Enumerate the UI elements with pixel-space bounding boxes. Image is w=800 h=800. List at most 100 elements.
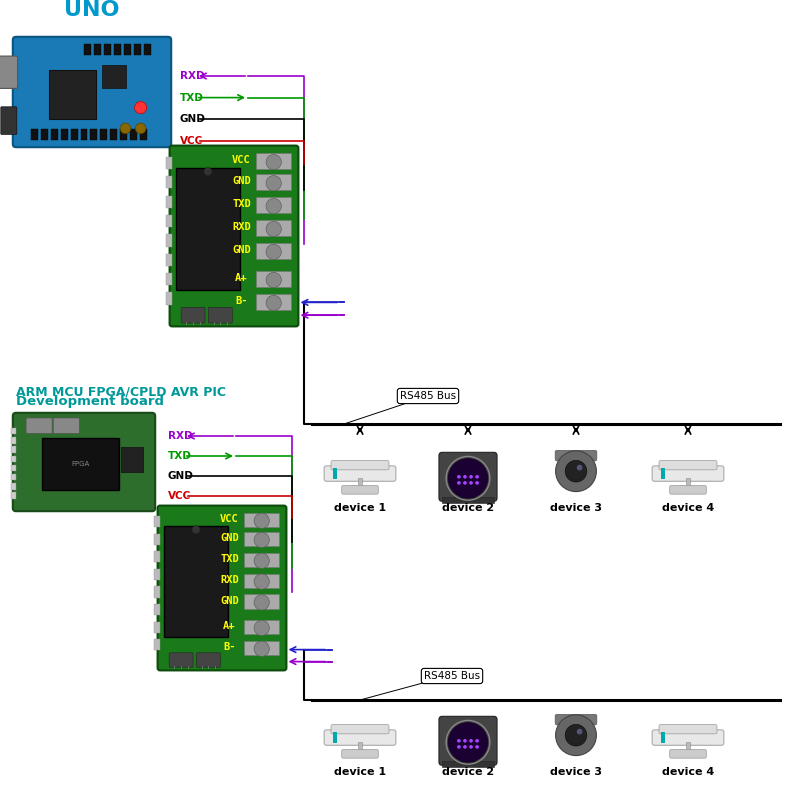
Text: device 2: device 2	[442, 767, 494, 777]
Text: RXD: RXD	[180, 71, 205, 81]
Bar	[11, 474, 16, 480]
Bar	[134, 44, 141, 54]
Bar	[166, 157, 172, 169]
Bar	[110, 130, 117, 140]
Circle shape	[254, 532, 270, 548]
Circle shape	[470, 745, 473, 749]
FancyBboxPatch shape	[342, 486, 378, 494]
Text: RS485 Bus: RS485 Bus	[424, 671, 480, 681]
Text: device 3: device 3	[550, 767, 602, 777]
FancyBboxPatch shape	[555, 450, 597, 461]
Circle shape	[448, 722, 488, 762]
FancyBboxPatch shape	[652, 466, 724, 482]
Text: device 2: device 2	[442, 503, 494, 513]
Bar	[154, 516, 160, 527]
Bar	[244, 513, 279, 527]
Circle shape	[120, 123, 130, 134]
FancyBboxPatch shape	[331, 725, 389, 734]
Text: TXD: TXD	[168, 451, 192, 461]
Circle shape	[266, 198, 282, 214]
Bar	[31, 130, 38, 140]
Circle shape	[192, 526, 200, 534]
Bar	[90, 130, 98, 140]
Circle shape	[204, 167, 212, 175]
Bar	[166, 234, 172, 246]
Bar	[661, 468, 666, 479]
Bar	[358, 742, 362, 752]
Text: B-: B-	[235, 296, 248, 306]
Circle shape	[254, 574, 270, 590]
FancyBboxPatch shape	[652, 730, 724, 746]
Bar	[244, 574, 279, 588]
Text: B-: B-	[223, 642, 236, 652]
Circle shape	[457, 739, 461, 742]
Bar	[154, 604, 160, 615]
Bar	[94, 44, 101, 54]
Bar	[166, 215, 172, 227]
Text: RS485 Bus: RS485 Bus	[400, 391, 456, 401]
Bar	[81, 130, 87, 140]
Bar	[442, 497, 494, 502]
FancyBboxPatch shape	[324, 466, 396, 482]
Text: VCC: VCC	[180, 136, 203, 146]
Circle shape	[463, 745, 466, 749]
Text: Development board: Development board	[16, 395, 164, 408]
FancyBboxPatch shape	[342, 750, 378, 758]
Text: VCC: VCC	[220, 514, 239, 524]
Bar	[41, 130, 48, 140]
FancyBboxPatch shape	[659, 461, 717, 470]
Text: device 1: device 1	[334, 767, 386, 777]
FancyBboxPatch shape	[555, 714, 597, 725]
Circle shape	[463, 739, 466, 742]
Circle shape	[475, 745, 479, 749]
Circle shape	[577, 465, 582, 470]
Bar	[256, 154, 291, 169]
Circle shape	[135, 123, 146, 134]
Bar	[244, 620, 279, 634]
Bar	[244, 641, 279, 655]
Text: TXD: TXD	[220, 554, 239, 564]
Circle shape	[266, 244, 282, 259]
Circle shape	[565, 460, 586, 482]
Bar	[140, 130, 146, 140]
Bar	[333, 732, 338, 743]
FancyBboxPatch shape	[324, 730, 396, 746]
Text: VCC: VCC	[232, 155, 251, 166]
Circle shape	[475, 481, 479, 485]
Bar	[661, 732, 666, 743]
Circle shape	[254, 620, 270, 636]
Circle shape	[134, 102, 146, 114]
FancyBboxPatch shape	[197, 653, 220, 667]
Circle shape	[577, 729, 582, 734]
Bar	[244, 532, 279, 546]
FancyBboxPatch shape	[1, 107, 17, 134]
Bar	[256, 243, 291, 259]
Bar	[166, 176, 172, 189]
Bar	[11, 437, 16, 443]
Bar	[154, 639, 160, 650]
Text: GND: GND	[220, 596, 239, 606]
Bar	[85, 44, 91, 54]
Circle shape	[254, 641, 270, 657]
FancyBboxPatch shape	[49, 70, 96, 119]
Bar	[154, 569, 160, 580]
FancyBboxPatch shape	[439, 452, 497, 502]
FancyBboxPatch shape	[670, 750, 706, 758]
Bar	[11, 492, 16, 499]
Circle shape	[470, 475, 473, 478]
FancyBboxPatch shape	[0, 56, 18, 89]
Bar	[70, 130, 78, 140]
Text: UNO: UNO	[64, 0, 120, 20]
FancyBboxPatch shape	[42, 438, 119, 490]
Text: A+: A+	[223, 622, 236, 631]
FancyBboxPatch shape	[169, 653, 193, 667]
Circle shape	[266, 272, 282, 288]
Bar	[358, 478, 362, 488]
Text: GND: GND	[232, 177, 251, 186]
Bar	[686, 742, 690, 752]
Bar	[166, 273, 172, 286]
Bar	[100, 130, 107, 140]
Circle shape	[266, 295, 282, 310]
FancyBboxPatch shape	[54, 418, 79, 434]
Circle shape	[475, 475, 479, 478]
